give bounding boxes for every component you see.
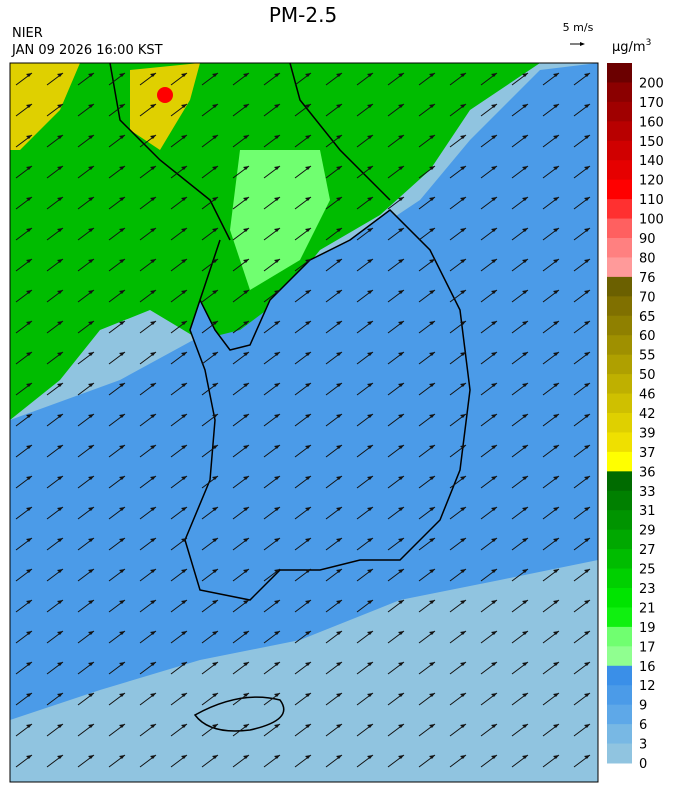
colorbar-label: 37	[639, 446, 656, 461]
colorbar-label: 25	[639, 563, 656, 578]
colorbar-segment	[607, 140, 632, 161]
colorbar-segment	[607, 588, 632, 608]
colorbar-label: 36	[639, 465, 656, 480]
colorbar-label: 23	[639, 582, 656, 597]
colorbar-label: 9	[639, 699, 647, 714]
colorbar-segment	[607, 549, 632, 570]
colorbar-label: 160	[639, 115, 664, 130]
colorbar-segment	[607, 296, 632, 317]
agency: NIER	[12, 26, 43, 41]
unit: μg/m	[612, 40, 646, 55]
colorbar-label: 55	[639, 349, 656, 364]
map-frame	[9, 62, 599, 783]
colorbar: 2001701601501401201101009080767065605550…	[607, 63, 664, 772]
colorbar-segment	[607, 335, 632, 356]
colorbar-label: 110	[639, 193, 664, 208]
colorbar-segment	[607, 257, 632, 278]
colorbar-label: 120	[639, 174, 664, 189]
colorbar-label: 60	[639, 329, 656, 344]
unit-superscript: 3	[646, 38, 652, 48]
colorbar-label: 31	[639, 504, 656, 519]
colorbar-segment	[607, 743, 632, 764]
colorbar-segment	[607, 510, 632, 531]
colorbar-segment	[607, 121, 632, 142]
colorbar-label: 19	[639, 621, 656, 636]
colorbar-label: 0	[639, 757, 647, 772]
colorbar-segment	[607, 101, 632, 122]
colorbar-label: 33	[639, 485, 656, 500]
colorbar-segment	[607, 704, 632, 725]
colorbar-label: 27	[639, 543, 656, 558]
colorbar-label: 29	[639, 524, 656, 539]
unit-label: μg/m3	[612, 38, 651, 55]
colorbar-segment	[607, 685, 632, 706]
colorbar-label: 150	[639, 135, 664, 150]
colorbar-segment	[607, 179, 632, 200]
colorbar-segment	[607, 393, 632, 414]
colorbar-segment	[607, 199, 632, 220]
colorbar-label: 46	[639, 388, 656, 403]
colorbar-segment	[607, 646, 632, 667]
colorbar-label: 80	[639, 251, 656, 266]
colorbar-segment	[607, 529, 632, 550]
colorbar-label: 100	[639, 213, 664, 228]
colorbar-segment	[607, 374, 632, 395]
colorbar-segment	[607, 451, 632, 472]
colorbar-label: 140	[639, 154, 664, 169]
colorbar-segment	[607, 238, 632, 258]
colorbar-label: 21	[639, 601, 656, 616]
colorbar-segment	[607, 490, 632, 511]
wind-scale-arrow	[570, 42, 585, 46]
colorbar-label: 42	[639, 407, 656, 422]
colorbar-segment	[607, 276, 632, 297]
colorbar-segment	[607, 315, 632, 336]
colorbar-segment	[607, 354, 632, 375]
colorbar-label: 200	[639, 76, 664, 91]
colorbar-segment	[607, 82, 632, 103]
colorbar-segment	[607, 218, 632, 239]
colorbar-segment	[607, 626, 632, 647]
colorbar-segment	[607, 724, 632, 745]
colorbar-segment	[607, 160, 632, 181]
colorbar-label: 50	[639, 368, 656, 383]
colorbar-label: 76	[639, 271, 656, 286]
wind-scale-label: 5 m/s	[563, 21, 594, 34]
colorbar-segment	[607, 568, 632, 589]
map	[10, 63, 598, 782]
colorbar-segment	[607, 607, 632, 628]
colorbar-segment	[607, 471, 632, 492]
colorbar-label: 90	[639, 232, 656, 247]
colorbar-label: 16	[639, 660, 656, 675]
datetime: JAN 09 2026 16:00 KST	[11, 43, 163, 58]
colorbar-label: 6	[639, 718, 647, 733]
colorbar-label: 12	[639, 679, 656, 694]
colorbar-label: 17	[639, 640, 656, 655]
colorbar-label: 70	[639, 290, 656, 305]
colorbar-segment	[607, 665, 632, 686]
colorbar-segment	[607, 432, 632, 453]
title: PM-2.5	[269, 3, 337, 27]
colorbar-label: 3	[639, 738, 647, 753]
colorbar-segment	[607, 63, 632, 83]
colorbar-label: 39	[639, 426, 656, 441]
colorbar-segment	[607, 413, 632, 433]
colorbar-label: 170	[639, 96, 664, 111]
colorbar-label: 65	[639, 310, 656, 325]
